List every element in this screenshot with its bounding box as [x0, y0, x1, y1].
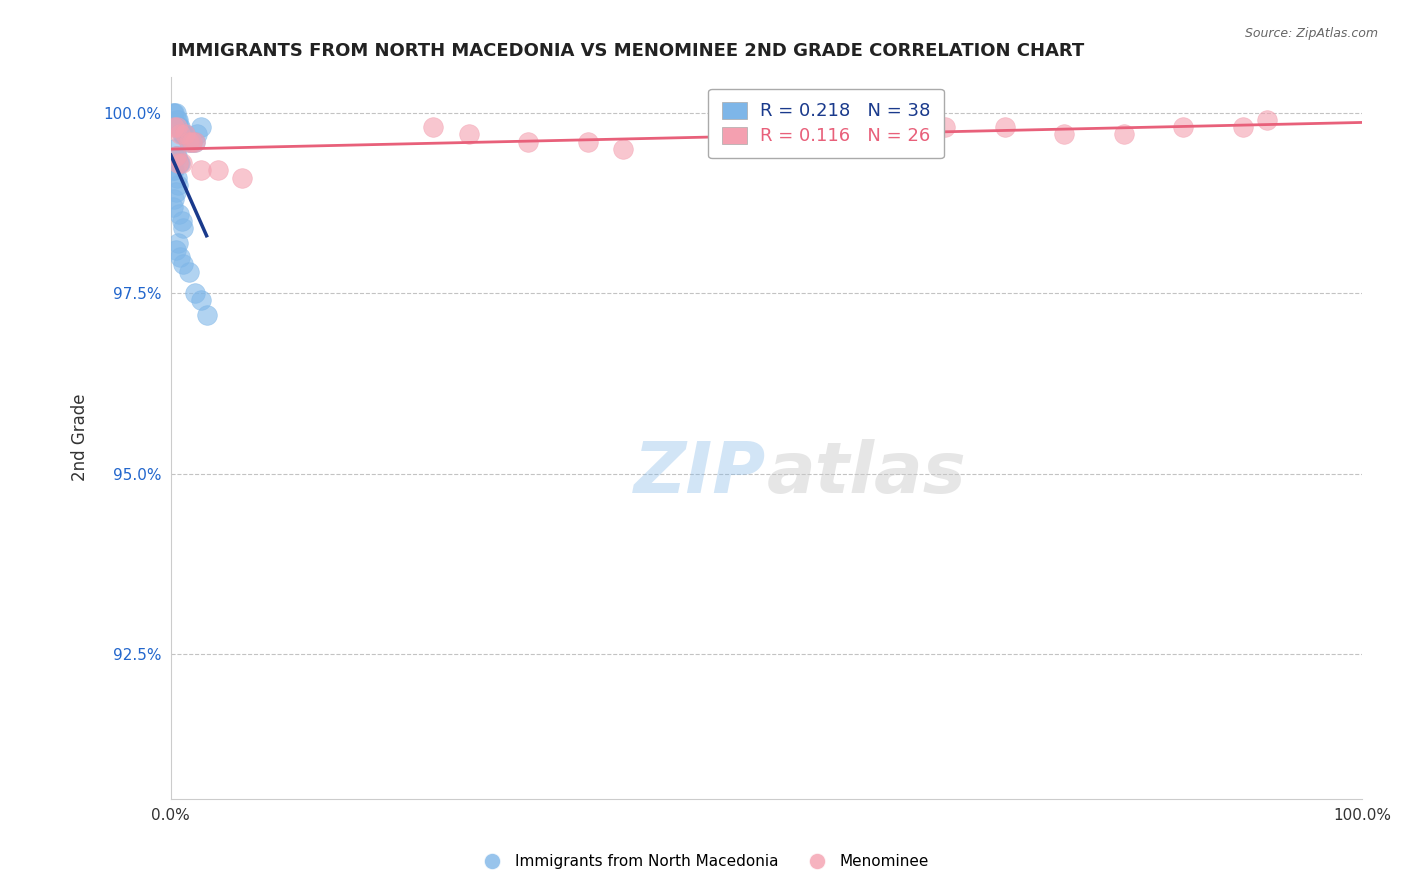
Point — [183, 135, 205, 149]
Point — [169, 250, 191, 264]
Point — [612, 142, 634, 156]
Point — [207, 163, 229, 178]
Point — [167, 235, 190, 250]
Point — [169, 128, 191, 142]
Point — [172, 221, 194, 235]
Point — [167, 120, 190, 135]
Point — [231, 170, 253, 185]
Point — [163, 163, 186, 178]
Point — [576, 135, 599, 149]
Point — [165, 105, 187, 120]
Point — [172, 128, 194, 142]
Y-axis label: 2nd Grade: 2nd Grade — [72, 394, 89, 482]
Point — [172, 257, 194, 271]
Point — [1053, 128, 1076, 142]
Point — [457, 128, 479, 142]
Point — [177, 135, 200, 149]
Legend: R = 0.218   N = 38, R = 0.116   N = 26: R = 0.218 N = 38, R = 0.116 N = 26 — [709, 88, 943, 158]
Point — [177, 135, 200, 149]
Point — [166, 112, 188, 127]
Point — [162, 200, 184, 214]
Point — [170, 214, 193, 228]
Point — [165, 149, 187, 163]
Point — [190, 293, 212, 308]
Point — [181, 135, 204, 149]
Point — [177, 264, 200, 278]
Point — [183, 135, 205, 149]
Legend: Immigrants from North Macedonia, Menominee: Immigrants from North Macedonia, Menomin… — [471, 848, 935, 875]
Point — [174, 128, 197, 142]
Point — [195, 308, 218, 322]
Point — [167, 156, 190, 170]
Point — [163, 105, 186, 120]
Point — [174, 128, 197, 142]
Point — [422, 120, 444, 135]
Point — [169, 156, 191, 170]
Point — [170, 128, 193, 142]
Point — [1173, 120, 1195, 135]
Point — [166, 170, 188, 185]
Point — [163, 120, 186, 135]
Point — [167, 207, 190, 221]
Point — [166, 149, 188, 163]
Point — [167, 156, 190, 170]
Point — [163, 142, 186, 156]
Point — [1256, 112, 1278, 127]
Point — [1232, 120, 1254, 135]
Text: atlas: atlas — [766, 439, 966, 508]
Point — [165, 185, 187, 199]
Point — [165, 149, 187, 163]
Text: Source: ZipAtlas.com: Source: ZipAtlas.com — [1244, 27, 1378, 40]
Point — [517, 135, 540, 149]
Point — [186, 128, 208, 142]
Point — [165, 243, 187, 257]
Point — [170, 156, 193, 170]
Text: IMMIGRANTS FROM NORTH MACEDONIA VS MENOMINEE 2ND GRADE CORRELATION CHART: IMMIGRANTS FROM NORTH MACEDONIA VS MENOM… — [172, 42, 1084, 60]
Point — [181, 135, 204, 149]
Point — [163, 192, 186, 206]
Point — [190, 120, 212, 135]
Point — [934, 120, 956, 135]
Point — [875, 120, 897, 135]
Point — [167, 178, 190, 192]
Point — [183, 286, 205, 301]
Point — [169, 120, 191, 135]
Point — [190, 163, 212, 178]
Point — [167, 112, 190, 127]
Text: ZIP: ZIP — [634, 439, 766, 508]
Point — [166, 120, 188, 135]
Point — [162, 105, 184, 120]
Point — [162, 163, 184, 178]
Point — [994, 120, 1017, 135]
Point — [1112, 128, 1135, 142]
